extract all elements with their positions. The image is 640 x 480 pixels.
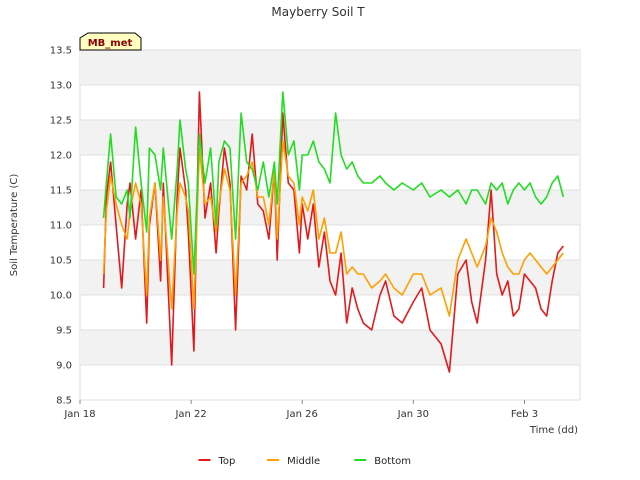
x-axis-ticks: Jan 18 Jan 22 Jan 26 Jan 30 Feb 3 — [63, 400, 538, 420]
station-badge: MB_met — [79, 32, 142, 51]
legend-label-bottom: Bottom — [374, 456, 411, 467]
y-tick-label: 13.5 — [50, 46, 72, 57]
y-axis-title: Soil Temperature (C) — [9, 174, 20, 277]
y-tick-label: 10.5 — [50, 256, 72, 267]
y-tick-label: 11.0 — [50, 221, 72, 232]
series-line-middle — [102, 140, 564, 317]
chart-title: Mayberry Soil T — [271, 5, 365, 19]
y-tick-label: 9.5 — [56, 326, 72, 337]
station-label: MB_met — [88, 38, 133, 49]
y-axis-ticks: 8.5 9.0 9.5 10.0 10.5 11.0 11.5 12.0 12.5 13.0 13.… — [50, 46, 72, 407]
x-tick-label: Jan 26 — [286, 409, 318, 420]
y-tick-label: 12.0 — [50, 151, 72, 162]
legend-label-middle: Middle — [287, 456, 320, 467]
plot-band — [80, 330, 580, 365]
plot-band — [80, 50, 580, 85]
x-tick-label: Jan 22 — [174, 409, 206, 420]
y-tick-label: 8.5 — [56, 396, 72, 407]
y-tick-label: 9.0 — [56, 361, 72, 372]
legend: Top Middle Bottom — [198, 456, 411, 467]
plot-band — [80, 120, 580, 155]
y-tick-label: 13.0 — [50, 81, 72, 92]
x-tick-label: Feb 3 — [511, 409, 538, 420]
x-axis-title: Time (dd) — [529, 425, 578, 436]
series-line-bottom — [102, 91, 565, 275]
x-tick-label: Jan 30 — [397, 409, 429, 420]
station-badge-frame — [79, 32, 142, 51]
y-tick-label: 10.0 — [50, 291, 72, 302]
legend-label-top: Top — [218, 456, 236, 467]
series-layer — [102, 91, 565, 373]
y-tick-label: 11.5 — [50, 186, 72, 197]
y-tick-label: 12.5 — [50, 116, 72, 127]
x-tick-label: Jan 18 — [63, 409, 95, 420]
